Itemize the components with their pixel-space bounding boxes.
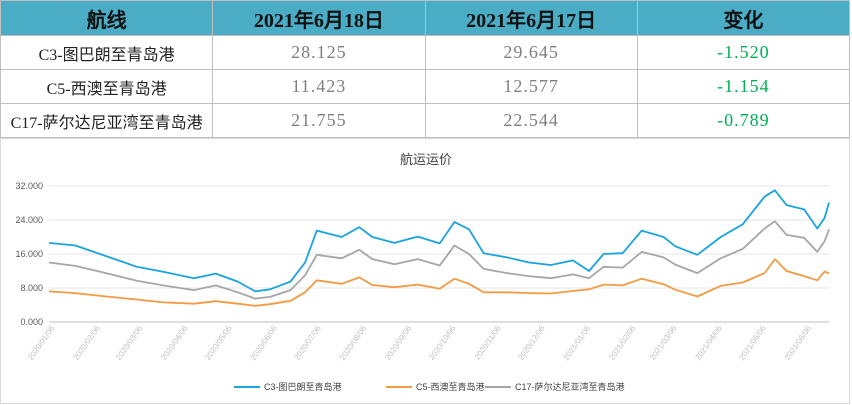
x-tick-label: 2020/11/06 (473, 324, 503, 362)
x-tick-label: 2020/03/06 (114, 324, 145, 362)
value-cell-date1: 21.755 (212, 103, 426, 138)
chart-panel: 航运运价 0.000 8.000 16.000 24.000 32.000 2020/01… (0, 138, 850, 404)
change-cell: -1.520 (636, 35, 851, 70)
x-tick-label: 2020/01/06 (26, 324, 57, 362)
x-tick-label: 2020/12/06 (516, 324, 547, 362)
value-cell-date2: 12.577 (424, 69, 638, 104)
route-cell: C3-图巴朗至青岛港 (0, 35, 214, 70)
value-cell-date2: 29.645 (424, 35, 638, 70)
route-cell: C17-萨尔达尼亚湾至青岛港 (0, 103, 214, 138)
x-tick-label: 2021/04/06 (693, 324, 724, 362)
table-row: C3-图巴朗至青岛港 28.125 29.645 -1.520 (0, 35, 851, 70)
x-tick-label: 2021/06/06 (783, 324, 814, 362)
table-row: C17-萨尔达尼亚湾至青岛港 21.755 22.544 -0.789 (0, 103, 851, 138)
series-line-2 (48, 220, 830, 300)
x-tick-label: 2021/01/06 (562, 324, 593, 362)
legend-label: C17-萨尔达尼亚湾至青岛港 (515, 381, 625, 392)
x-tick-label: 2020/09/06 (383, 324, 414, 362)
x-tick-label: 2020/02/06 (72, 324, 103, 362)
rates-table: 航线 2021年6月18日 2021年6月17日 变化 C3-图巴朗至青岛港 2… (0, 0, 851, 138)
x-tick-label: 2020/10/06 (427, 324, 458, 362)
table-header-row: 航线 2021年6月18日 2021年6月17日 变化 (0, 0, 851, 36)
value-cell-date2: 22.544 (424, 103, 638, 138)
series-line-0 (48, 189, 830, 293)
legend-label: C5-西澳至青岛港 (416, 381, 485, 392)
y-tick-label: 8.000 (20, 283, 43, 293)
legend-label: C3-图巴朗至青岛港 (264, 381, 342, 392)
series-line-1 (48, 258, 830, 307)
line-chart: 航运运价 0.000 8.000 16.000 24.000 32.000 2020/01… (15, 152, 830, 392)
value-cell-date1: 11.423 (212, 69, 426, 104)
x-tick-label: 2020/04/06 (159, 324, 190, 362)
y-tick-label: 16.000 (15, 249, 43, 259)
y-tick-label: 0.000 (20, 317, 43, 327)
col-header-date1: 2021年6月18日 (212, 0, 426, 36)
chart-title: 航运运价 (400, 152, 452, 167)
y-tick-label: 32.000 (15, 181, 43, 191)
x-tick-label: 2021/05/06 (737, 324, 768, 362)
col-header-change: 变化 (636, 0, 851, 36)
x-tick-label: 2020/06/06 (249, 324, 280, 362)
col-header-route: 航线 (0, 0, 214, 36)
y-tick-label: 24.000 (15, 215, 43, 225)
x-tick-label: 2021/03/06 (648, 324, 679, 362)
col-header-date2: 2021年6月17日 (424, 0, 638, 36)
change-cell: -1.154 (636, 69, 851, 104)
x-tick-label: 2020/05/06 (203, 324, 234, 362)
x-tick-label: 2020/07/06 (292, 324, 323, 362)
x-tick-label: 2021/02/06 (607, 324, 638, 362)
route-cell: C5-西澳至青岛港 (0, 69, 214, 104)
x-tick-label: 2020/08/06 (338, 324, 369, 362)
table-row: C5-西澳至青岛港 11.423 12.577 -1.154 (0, 69, 851, 104)
change-cell: -0.789 (636, 103, 851, 138)
value-cell-date1: 28.125 (212, 35, 426, 70)
